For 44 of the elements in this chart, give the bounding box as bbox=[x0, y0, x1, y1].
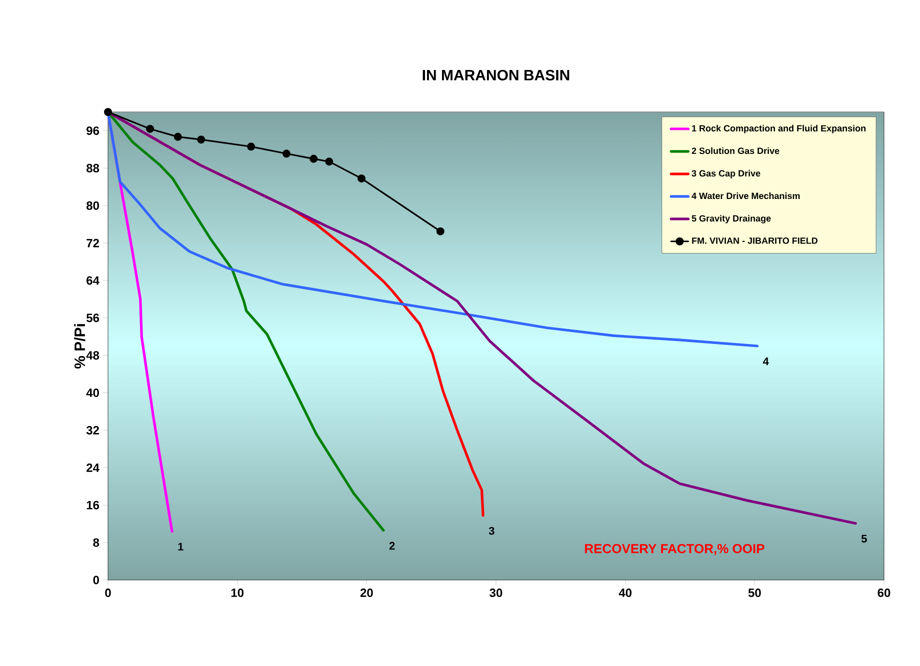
y-tick-label: 80 bbox=[86, 201, 99, 210]
legend-label: 3 Gas Cap Drive bbox=[692, 170, 760, 178]
point bbox=[436, 227, 444, 236]
chart-title: IN MARANON BASIN bbox=[422, 70, 570, 80]
annotation: 1 bbox=[178, 542, 184, 550]
y-tick-label: 64 bbox=[86, 276, 100, 285]
x-tick-label: 10 bbox=[231, 588, 244, 598]
point bbox=[247, 142, 256, 151]
y-tick-label: 72 bbox=[86, 238, 99, 248]
x-tick-label: 30 bbox=[490, 588, 502, 598]
annotation: 4 bbox=[762, 358, 769, 366]
annotation: 5 bbox=[861, 534, 867, 543]
y-tick-label: 48 bbox=[86, 351, 100, 360]
legend-label: FM. VIVIAN - JIBARITO FIELD bbox=[692, 237, 818, 244]
annotation: 3 bbox=[488, 526, 494, 535]
x-axis-title: RECOVERY FACTOR,% OOIP bbox=[585, 544, 764, 556]
y-tick-label: 96 bbox=[86, 126, 100, 135]
legend-label: 4 Water Drive Mechanism bbox=[692, 192, 800, 200]
point bbox=[310, 154, 318, 163]
point bbox=[197, 136, 206, 144]
y-tick-label: 0 bbox=[93, 576, 99, 584]
y-axis-title: % P/Pi bbox=[74, 324, 86, 369]
x-tick-label: 20 bbox=[360, 588, 373, 598]
y-tick-label: 8 bbox=[93, 538, 100, 547]
x-tick-label: 40 bbox=[618, 588, 632, 598]
legend-label: 2 Solution Gas Drive bbox=[692, 147, 780, 154]
x-tick-label: 50 bbox=[748, 588, 761, 598]
point bbox=[357, 174, 366, 182]
legend-label: 5 Gravity Drainage bbox=[692, 214, 771, 224]
point bbox=[174, 132, 182, 141]
y-tick-label: 40 bbox=[86, 388, 99, 398]
legend-label: 1 Rock Compaction and Fluid Expansion bbox=[692, 124, 866, 134]
y-tick-label: 24 bbox=[86, 463, 100, 472]
y-tick-label: 88 bbox=[86, 164, 100, 172]
x-tick-label: 60 bbox=[878, 588, 890, 598]
point bbox=[146, 124, 154, 133]
x-tick-label: 0 bbox=[105, 588, 111, 598]
y-tick-label: 56 bbox=[86, 314, 100, 322]
annotation: 2 bbox=[389, 542, 395, 550]
point bbox=[282, 150, 290, 158]
point bbox=[104, 108, 112, 116]
point bbox=[325, 158, 334, 166]
y-tick-label: 16 bbox=[86, 500, 100, 510]
y-tick-label: 32 bbox=[86, 426, 99, 434]
